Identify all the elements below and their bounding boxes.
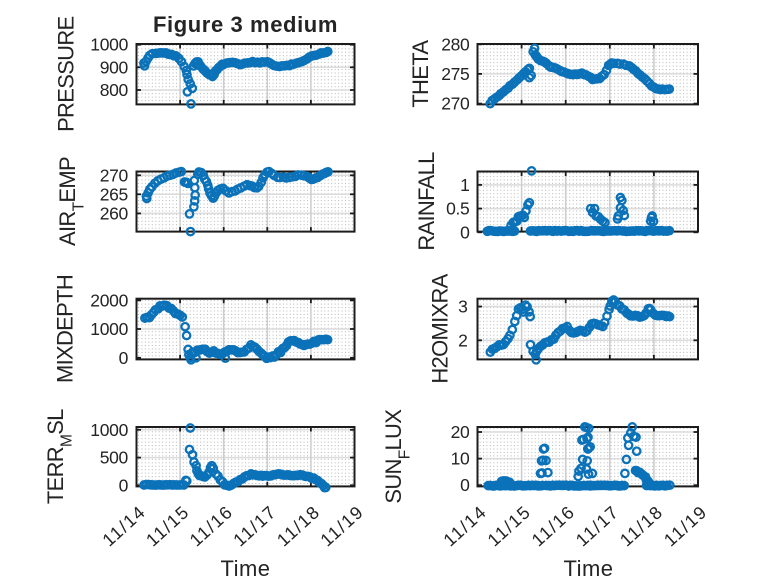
svg-text:0: 0: [119, 348, 129, 368]
svg-text:0: 0: [460, 222, 470, 242]
svg-text:900: 900: [100, 57, 129, 77]
svg-text:2: 2: [458, 330, 467, 350]
svg-text:2000: 2000: [90, 290, 128, 310]
svg-text:800: 800: [100, 80, 129, 100]
svg-text:PRESSURE: PRESSURE: [54, 16, 79, 131]
svg-text:270: 270: [100, 165, 129, 185]
svg-text:500: 500: [100, 448, 129, 468]
svg-text:RAINFALL: RAINFALL: [414, 152, 439, 251]
svg-text:Time: Time: [220, 556, 270, 581]
svg-text:275: 275: [441, 64, 469, 84]
svg-text:265: 265: [100, 184, 128, 204]
svg-text:THETA: THETA: [408, 40, 433, 108]
svg-text:Time: Time: [563, 556, 613, 581]
svg-text:3: 3: [458, 297, 467, 317]
svg-text:20: 20: [451, 422, 470, 442]
svg-text:1: 1: [460, 175, 469, 195]
svg-text:280: 280: [441, 34, 470, 54]
svg-text:0: 0: [460, 475, 470, 495]
svg-text:MIXDEPTH: MIXDEPTH: [53, 275, 78, 383]
svg-text:0.5: 0.5: [446, 199, 469, 219]
svg-text:1000: 1000: [90, 319, 128, 339]
svg-text:270: 270: [441, 94, 470, 114]
svg-text:0: 0: [119, 475, 129, 495]
svg-text:Figure 3 medium: Figure 3 medium: [153, 12, 338, 37]
svg-text:1000: 1000: [90, 420, 128, 440]
svg-text:H2OMIXRA: H2OMIXRA: [427, 273, 452, 383]
svg-text:10: 10: [451, 449, 470, 469]
svg-text:260: 260: [100, 203, 129, 223]
svg-text:1000: 1000: [90, 35, 128, 55]
